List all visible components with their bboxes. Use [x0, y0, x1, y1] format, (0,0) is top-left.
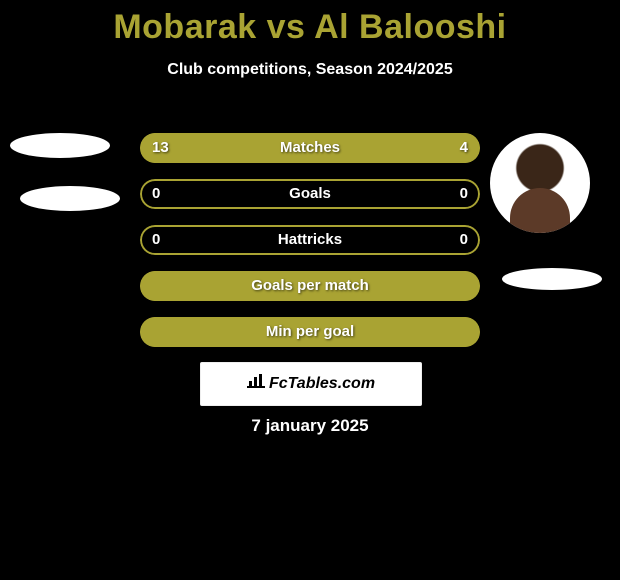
bar-label: Goals: [140, 179, 480, 209]
bar-value-left: 13: [152, 133, 169, 163]
bar-value-left: 0: [152, 225, 160, 255]
bar-value-right: 4: [460, 133, 468, 163]
player-left-avatar-placeholder-2: [20, 186, 120, 211]
bar-value-left: 0: [152, 179, 160, 209]
stat-row: Hattricks0 0: [140, 225, 480, 255]
bar-value-right: 0: [460, 179, 468, 209]
stat-row: Goals0 0: [140, 179, 480, 209]
stat-row: Goals per match: [140, 271, 480, 301]
player-right-avatar: [490, 133, 590, 233]
bar-chart-icon: [247, 363, 265, 405]
bar-label: Matches: [140, 133, 480, 163]
branding-text: FcTables.com: [269, 375, 375, 392]
bar-label: Hattricks: [140, 225, 480, 255]
date-text: 7 january 2025: [0, 416, 620, 436]
bar-label: Goals per match: [140, 271, 480, 301]
stat-row: Matches13 4: [140, 133, 480, 163]
bar-value-right: 0: [460, 225, 468, 255]
infographic-container: Mobarak vs Al Balooshi Club competitions…: [0, 8, 620, 580]
bar-label: Min per goal: [140, 317, 480, 347]
player-right-avatar-shadow: [502, 268, 602, 290]
page-subtitle: Club competitions, Season 2024/2025: [0, 61, 620, 79]
stat-row: Min per goal: [140, 317, 480, 347]
comparison-bars: Matches134Goals00Hattricks00Goals per ma…: [140, 133, 480, 363]
branding-box: FcTables.com: [200, 362, 422, 406]
player-left-avatar-placeholder-1: [10, 133, 110, 158]
page-title: Mobarak vs Al Balooshi: [0, 8, 620, 47]
